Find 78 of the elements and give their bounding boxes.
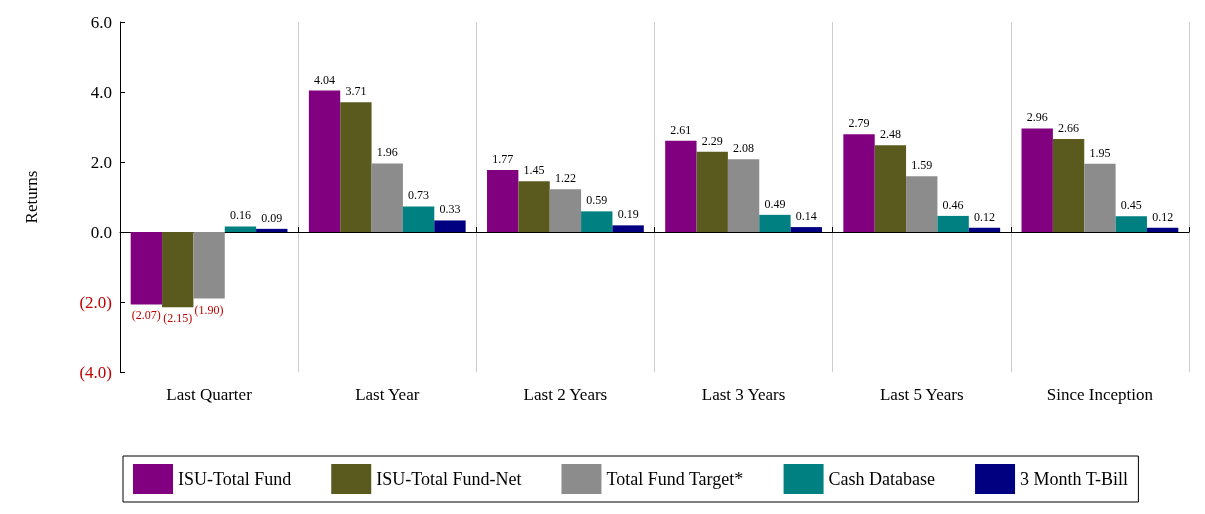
legend-label: Cash Database: [828, 469, 936, 489]
data-label: 0.12: [973, 209, 995, 224]
data-label: 0.14: [795, 209, 817, 224]
data-label: 0.49: [764, 196, 786, 211]
y-tick-label: 6.0: [90, 12, 112, 32]
data-label: 0.12: [1152, 209, 1174, 224]
y-tick-label: 4.0: [90, 82, 112, 102]
data-label: 0.59: [586, 193, 608, 208]
bar: [843, 134, 875, 232]
bar: [518, 181, 550, 232]
data-label: 1.59: [911, 158, 933, 173]
data-label: 2.48: [879, 127, 901, 142]
data-label: 0.09: [261, 210, 283, 225]
bar: [371, 163, 403, 232]
y-axis-title: Returns: [22, 170, 41, 224]
data-label: (2.15): [163, 311, 193, 326]
bar: [1052, 138, 1085, 232]
y-tick-label: (2.0): [79, 292, 112, 312]
bar: [696, 151, 728, 232]
bar: [968, 227, 1001, 232]
legend-label: Total Fund Target*: [606, 469, 744, 489]
data-label: 1.95: [1089, 145, 1111, 160]
legend-label: ISU-Total Fund-Net: [376, 469, 522, 489]
data-label: 0.33: [439, 202, 461, 217]
bar: [581, 211, 613, 232]
bar: [434, 220, 466, 232]
bar: [549, 189, 582, 232]
data-label: 2.08: [733, 141, 755, 156]
bar: [790, 227, 822, 232]
data-label: (2.07): [131, 308, 161, 323]
data-label: 0.73: [408, 188, 430, 203]
bar: [612, 225, 644, 232]
data-label: 0.46: [942, 197, 964, 212]
bar: [308, 90, 341, 232]
data-label: 2.66: [1058, 120, 1080, 135]
data-label: 2.61: [670, 122, 692, 137]
bar: [193, 232, 225, 299]
y-tick-label: (4.0): [79, 362, 112, 382]
data-label: 4.04: [314, 72, 336, 87]
bar: [1021, 128, 1053, 232]
bar: [224, 226, 257, 232]
x-tick-label: Since Inception: [1046, 385, 1154, 404]
bar: [340, 102, 372, 232]
bar: [402, 206, 435, 232]
bar: [1115, 216, 1147, 232]
data-label: 2.96: [1026, 110, 1048, 125]
bar: [162, 232, 194, 308]
data-label: 1.45: [523, 163, 545, 178]
x-tick-label: Last 5 Years: [879, 385, 964, 404]
bar: [130, 232, 163, 305]
data-label: 2.29: [701, 133, 723, 148]
data-label: 1.77: [492, 152, 514, 167]
data-label: (1.90): [194, 302, 224, 317]
bar: [727, 159, 760, 232]
bar: [1084, 163, 1116, 232]
data-label: 0.19: [617, 207, 639, 222]
x-tick-label: Last 2 Years: [523, 385, 608, 404]
bar: [906, 176, 938, 232]
legend-label: ISU-Total Fund: [178, 469, 292, 489]
bar: [937, 215, 969, 232]
x-tick-label: Last 3 Years: [701, 385, 786, 404]
x-tick-label: Last Quarter: [166, 385, 253, 404]
bar: [1146, 227, 1179, 232]
bar: [665, 140, 697, 232]
data-label: 0.16: [229, 208, 251, 223]
data-label: 1.96: [376, 145, 398, 160]
legend-label: 3 Month T-Bill: [1020, 469, 1129, 489]
data-label: 3.71: [345, 84, 367, 99]
data-label: 1.22: [554, 171, 576, 186]
bar: [874, 145, 907, 232]
data-label: 0.45: [1120, 198, 1142, 213]
y-tick-label: 0.0: [90, 222, 112, 242]
y-tick-label: 2.0: [90, 152, 112, 172]
x-tick-label: Last Year: [355, 385, 420, 404]
data-label: 2.79: [848, 116, 870, 131]
bar: [759, 214, 791, 232]
bar: [487, 170, 519, 232]
bar: [256, 228, 288, 232]
